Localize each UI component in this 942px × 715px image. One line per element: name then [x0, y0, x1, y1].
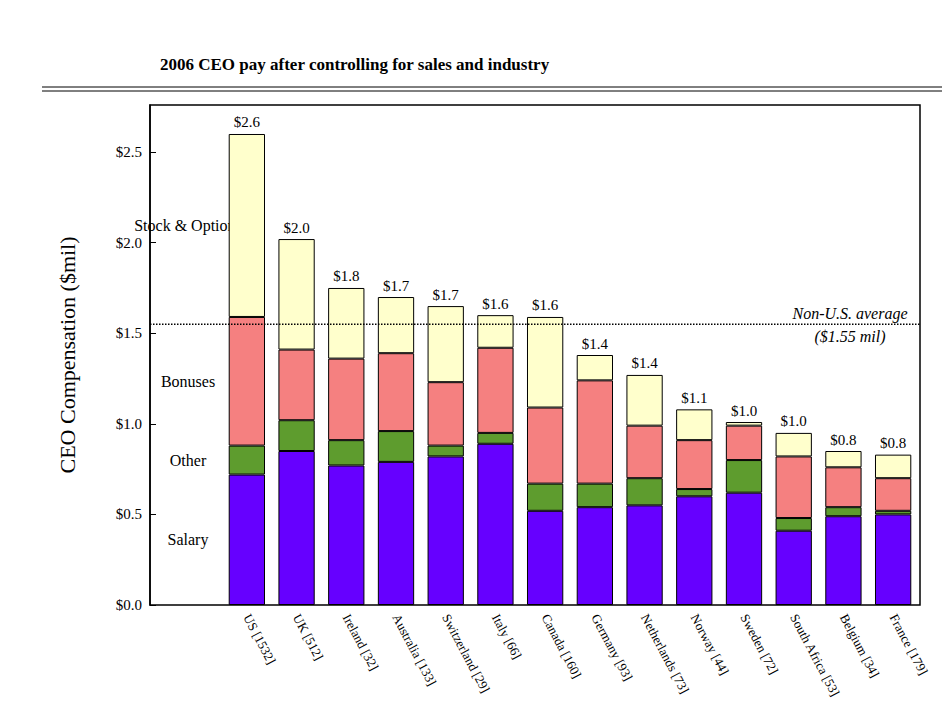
svg-text:Norway [44]: Norway [44] [688, 611, 733, 677]
svg-text:$1.1: $1.1 [681, 390, 707, 406]
svg-text:$2.0: $2.0 [283, 220, 309, 236]
svg-text:CEO Compensation ($mil): CEO Compensation ($mil) [55, 236, 80, 473]
svg-text:$1.0: $1.0 [731, 403, 757, 419]
svg-text:Other: Other [170, 452, 207, 469]
svg-text:$2.5: $2.5 [116, 144, 142, 160]
svg-text:Germany [93]: Germany [93] [588, 611, 636, 683]
svg-text:$1.6: $1.6 [532, 297, 559, 313]
svg-text:$1.4: $1.4 [631, 355, 658, 371]
svg-text:2006 CEO pay after controlling: 2006 CEO pay after controlling for sales… [160, 55, 550, 74]
svg-text:Ireland [32]: Ireland [32] [340, 611, 382, 672]
svg-text:$0.8: $0.8 [830, 432, 856, 448]
svg-text:($1.55 mil): ($1.55 mil) [814, 328, 885, 346]
svg-text:$0.5: $0.5 [116, 506, 142, 522]
svg-text:$2.0: $2.0 [116, 235, 142, 251]
svg-text:Canada [160]: Canada [160] [539, 611, 585, 680]
svg-text:$1.7: $1.7 [383, 278, 410, 294]
svg-text:Sweden [72]: Sweden [72] [737, 611, 781, 676]
svg-text:Switzerland [29]: Switzerland [29] [439, 611, 493, 695]
svg-text:Non-U.S. average: Non-U.S. average [791, 305, 907, 323]
svg-text:US [1532]: US [1532] [240, 611, 279, 666]
svg-text:France [179]: France [179] [887, 611, 932, 677]
svg-text:Stock & Options: Stock & Options [134, 217, 242, 234]
svg-text:Netherlands [73]: Netherlands [73] [638, 611, 692, 695]
svg-text:$0.8: $0.8 [880, 435, 906, 451]
svg-text:Bonuses: Bonuses [161, 373, 215, 390]
svg-text:$1.7: $1.7 [433, 287, 460, 303]
svg-text:$1.0: $1.0 [781, 413, 807, 429]
svg-text:UK [512]: UK [512] [290, 611, 327, 662]
svg-text:$1.4: $1.4 [582, 336, 609, 352]
svg-text:$1.5: $1.5 [116, 325, 142, 341]
svg-text:$0.0: $0.0 [116, 597, 142, 613]
svg-text:$1.6: $1.6 [482, 296, 509, 312]
svg-text:Australia [133]: Australia [133] [389, 611, 439, 688]
svg-text:South Africa [53]: South Africa [53] [787, 611, 843, 698]
svg-text:Italy [66]: Italy [66] [489, 611, 525, 661]
svg-text:Salary: Salary [168, 531, 209, 549]
svg-text:Belgium [34]: Belgium [34] [837, 611, 883, 680]
svg-text:$2.6: $2.6 [234, 114, 261, 130]
svg-text:$1.0: $1.0 [116, 416, 142, 432]
svg-text:$1.8: $1.8 [333, 268, 359, 284]
